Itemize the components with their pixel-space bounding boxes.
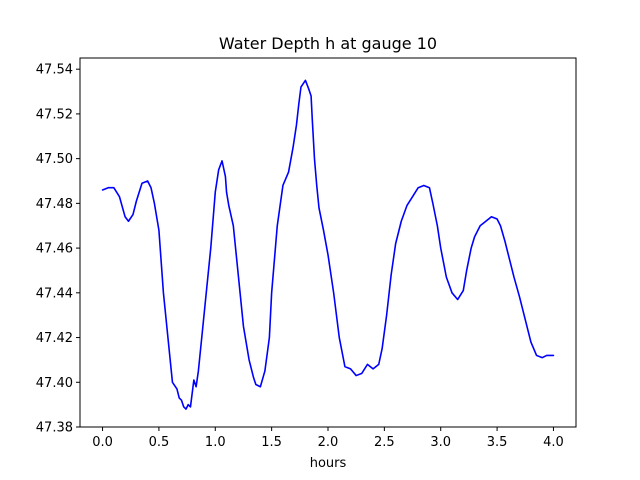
x-tick-label: 2.5 — [374, 435, 395, 450]
y-tick-label: 47.50 — [36, 152, 73, 167]
x-tick-label: 0.5 — [149, 435, 170, 450]
y-tick-label: 47.52 — [36, 107, 73, 122]
chart-title: Water Depth h at gauge 10 — [219, 34, 437, 53]
x-tick-label: 3.5 — [487, 435, 508, 450]
y-axis-ticks: 47.38 47.40 47.42 47.44 47.46 47.48 47.50 47.52… — [36, 63, 80, 436]
y-tick-label: 47.40 — [36, 376, 73, 391]
y-tick-label: 47.38 — [36, 421, 73, 436]
x-tick-label: 2.0 — [318, 435, 339, 450]
x-tick-label: 1.0 — [205, 435, 226, 450]
plot-frame — [79, 57, 577, 428]
x-tick-label: 1.5 — [261, 435, 282, 450]
x-tick-label: 3.0 — [430, 435, 451, 450]
plot-area — [101, 79, 555, 410]
x-axis-label: hours — [310, 456, 347, 471]
y-tick-label: 47.42 — [36, 331, 73, 346]
y-tick-label: 47.46 — [36, 242, 73, 257]
series-line — [101, 79, 555, 410]
x-tick-label: 4.0 — [543, 435, 564, 450]
x-tick-label: 0.0 — [92, 435, 113, 450]
y-tick-label: 47.54 — [36, 63, 73, 78]
y-tick-label: 47.44 — [36, 286, 73, 301]
x-axis-ticks: 0.0 0.5 1.0 1.5 2.0 2.5 3.0 3.5 4.0 — [92, 427, 564, 450]
y-tick-label: 47.48 — [36, 197, 73, 212]
